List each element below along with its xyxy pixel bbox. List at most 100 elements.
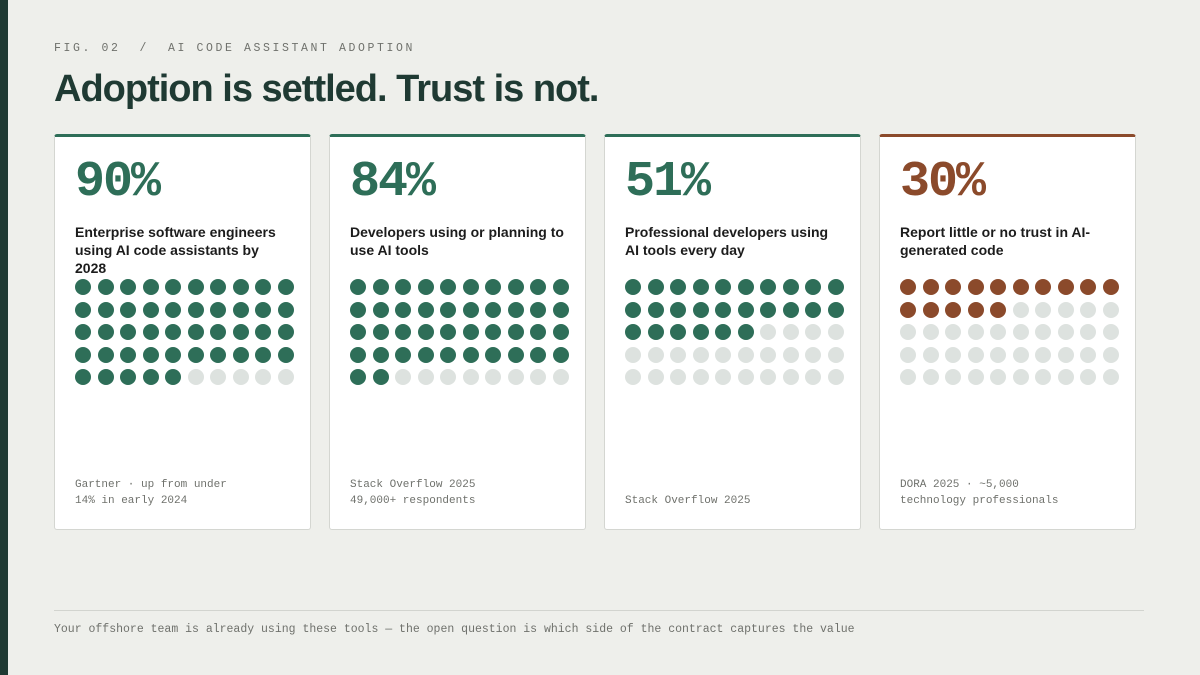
waffle-dot-filled <box>625 301 641 318</box>
waffle-dot-filled <box>210 324 226 340</box>
stat-card: 30% Report little or no trust in AI-gene… <box>879 134 1136 530</box>
waffle-dot-filled <box>552 279 569 295</box>
waffle-dot-empty <box>760 369 776 385</box>
waffle-dot-empty <box>827 324 844 340</box>
waffle-dot-empty <box>1035 324 1051 340</box>
waffle-dot-empty <box>1102 369 1119 385</box>
waffle-grid <box>900 279 1119 385</box>
waffle-dot-empty <box>1080 346 1096 363</box>
waffle-dot-empty <box>1057 301 1074 318</box>
waffle-dot-filled <box>530 324 546 340</box>
waffle-dot-empty <box>900 324 916 340</box>
waffle-dot-filled <box>647 301 664 318</box>
stat-description: Enterprise software engineers using AI c… <box>75 224 276 276</box>
waffle-dot-filled <box>805 279 821 295</box>
waffle-dot-filled <box>97 324 114 340</box>
waffle-dot-filled <box>277 346 294 363</box>
waffle-dot-empty <box>670 346 686 363</box>
stat-card: 51% Professional developers using AI too… <box>604 134 861 530</box>
waffle-dot-filled <box>670 301 686 318</box>
waffle-dot-filled <box>1080 279 1096 295</box>
waffle-dot-filled <box>507 301 524 318</box>
waffle-dot-filled <box>75 346 91 363</box>
divider <box>54 610 1144 611</box>
waffle-dot-empty <box>1057 324 1074 340</box>
waffle-dot-empty <box>782 369 799 385</box>
waffle-dot-empty <box>922 324 939 340</box>
waffle-dot-empty <box>922 369 939 385</box>
waffle-dot-filled <box>417 324 434 340</box>
waffle-dot-filled <box>945 279 961 295</box>
source-line: Stack Overflow 2025 <box>625 495 751 507</box>
waffle-dot-filled <box>440 324 456 340</box>
stat-source: Gartner · up from under 14% in early 202… <box>75 477 295 509</box>
waffle-dot-empty <box>760 346 776 363</box>
waffle-dot-filled <box>232 301 249 318</box>
waffle-dot-empty <box>670 369 686 385</box>
footer-note: Your offshore team is already using thes… <box>54 623 855 636</box>
stat-description: Developers using or planning to use AI t… <box>350 224 564 258</box>
source-line: 49,000+ respondents <box>350 495 476 507</box>
waffle-dot-filled <box>827 301 844 318</box>
waffle-dot-empty <box>210 369 226 385</box>
waffle-dot-filled <box>187 346 204 363</box>
stat-value: 30% <box>900 154 986 211</box>
waffle-dot-empty <box>967 346 984 363</box>
stat-cards: 90% Enterprise software engineers using … <box>54 134 1136 530</box>
waffle-dot-filled <box>210 301 226 318</box>
waffle-dot-empty <box>1080 324 1096 340</box>
waffle-dot-empty <box>760 324 776 340</box>
waffle-dot-filled <box>187 279 204 295</box>
waffle-dot-empty <box>1012 324 1029 340</box>
waffle-dot-empty <box>967 369 984 385</box>
waffle-dot-filled <box>75 369 91 385</box>
waffle-dot-filled <box>692 301 709 318</box>
waffle-dot-empty <box>900 346 916 363</box>
waffle-dot-filled <box>142 346 159 363</box>
waffle-dot-empty <box>1102 324 1119 340</box>
waffle-dot-filled <box>485 279 501 295</box>
waffle-dot-empty <box>967 324 984 340</box>
stat-source: Stack Overflow 2025 49,000+ respondents <box>350 477 570 509</box>
stat-value: 51% <box>625 154 711 211</box>
waffle-dot-empty <box>255 369 271 385</box>
waffle-dot-empty <box>647 369 664 385</box>
waffle-dot-empty <box>805 346 821 363</box>
waffle-dot-filled <box>440 301 456 318</box>
waffle-dot-filled <box>552 346 569 363</box>
waffle-dot-filled <box>552 324 569 340</box>
waffle-dot-filled <box>440 346 456 363</box>
waffle-dot-filled <box>967 301 984 318</box>
waffle-dot-empty <box>507 369 524 385</box>
waffle-dot-filled <box>462 324 479 340</box>
waffle-dot-empty <box>827 369 844 385</box>
waffle-dot-filled <box>1057 279 1074 295</box>
waffle-dot-filled <box>1012 279 1029 295</box>
waffle-dot-filled <box>255 324 271 340</box>
waffle-dot-filled <box>395 324 411 340</box>
waffle-dot-filled <box>760 279 776 295</box>
waffle-dot-filled <box>232 324 249 340</box>
waffle-dot-filled <box>120 301 136 318</box>
waffle-dot-filled <box>507 324 524 340</box>
waffle-dot-filled <box>350 369 366 385</box>
waffle-dot-filled <box>165 301 181 318</box>
waffle-dot-filled <box>97 369 114 385</box>
waffle-dot-empty <box>990 346 1006 363</box>
waffle-dot-empty <box>232 369 249 385</box>
waffle-dot-empty <box>277 369 294 385</box>
source-line: technology professionals <box>900 495 1059 507</box>
waffle-dot-filled <box>737 301 754 318</box>
waffle-dot-filled <box>647 279 664 295</box>
waffle-dot-filled <box>625 279 641 295</box>
waffle-dot-empty <box>715 369 731 385</box>
waffle-dot-filled <box>232 279 249 295</box>
waffle-dot-filled <box>142 301 159 318</box>
waffle-dot-filled <box>372 346 389 363</box>
waffle-dot-filled <box>395 279 411 295</box>
waffle-dot-filled <box>507 279 524 295</box>
waffle-dot-filled <box>372 324 389 340</box>
waffle-dot-empty <box>945 346 961 363</box>
page-title: Adoption is settled. Trust is not. <box>54 68 599 110</box>
waffle-dot-filled <box>120 279 136 295</box>
